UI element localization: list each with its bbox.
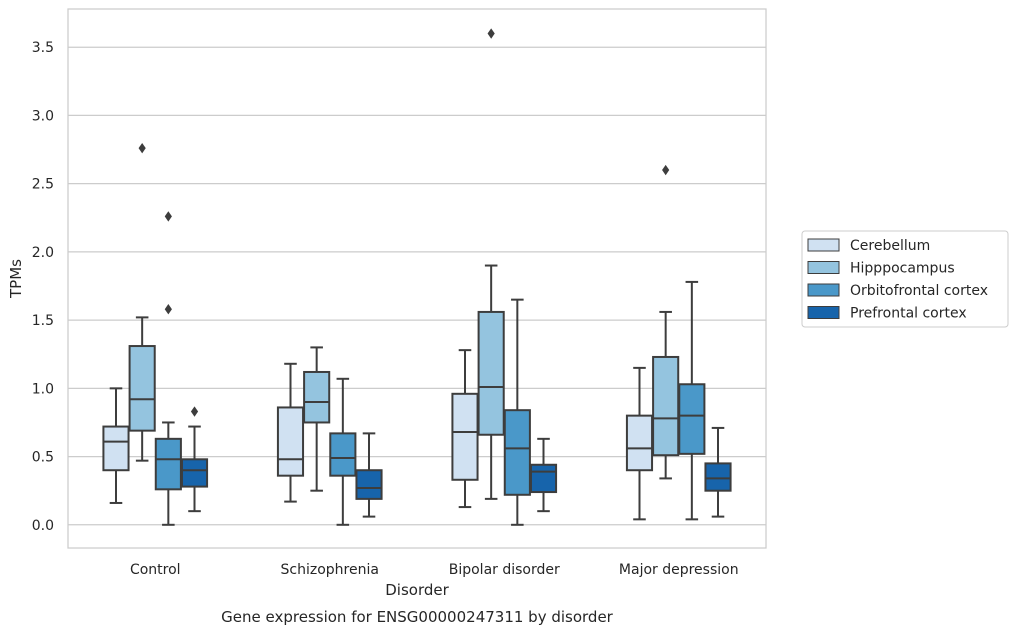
legend-item: Hipppocampus: [807, 261, 955, 277]
x-tick-label: Schizophrenia: [281, 562, 379, 578]
legend-swatch: [807, 238, 840, 252]
y-tick-label: 1.5: [32, 313, 54, 329]
box-body: [180, 458, 209, 488]
box-body: [451, 392, 479, 481]
box: [477, 28, 505, 500]
series-orbitofrontal-cortex: [154, 211, 706, 526]
box-body: [154, 437, 182, 491]
box: [451, 349, 479, 509]
y-tick-label: 2.0: [32, 245, 54, 261]
legend-items: Cerebellum Hipppocampus Orbitofrontal cort…: [807, 238, 988, 322]
box: [652, 164, 680, 480]
chart-caption: Gene expression for ENSG00000247311 by d…: [221, 608, 614, 626]
box: [128, 142, 156, 462]
box: [276, 362, 305, 503]
outlier-point: [487, 28, 495, 39]
x-tick-label: Major depression: [619, 562, 739, 578]
box: [704, 426, 732, 518]
outlier-point: [138, 142, 146, 154]
box: [355, 432, 383, 518]
box-body: [503, 409, 531, 496]
outlier-point: [164, 304, 172, 315]
outlier-point: [662, 164, 670, 176]
legend-label: Orbitofrontal cortex: [850, 283, 988, 299]
box: [303, 346, 331, 492]
box: [503, 298, 531, 526]
y-tick-label: 3.0: [32, 108, 54, 124]
legend-swatch: [807, 261, 840, 274]
box-series: [102, 28, 732, 526]
x-axis-label: Disorder: [385, 581, 449, 599]
box-body: [355, 469, 383, 500]
outlier-point: [190, 406, 199, 417]
legend-item: Orbitofrontal cortex: [807, 283, 988, 299]
box: [529, 437, 558, 513]
x-tick-label: Bipolar disorder: [449, 562, 560, 578]
y-tick-labels: 0.0 0.5 1.0 1.5 2.0 2.5 3.0 3.5: [32, 40, 54, 534]
box-body: [128, 345, 156, 432]
box: [154, 211, 182, 526]
series-hipppocampus: [128, 28, 680, 500]
box: [329, 377, 357, 526]
box-body: [303, 370, 331, 424]
box: [625, 366, 654, 521]
legend-item: Cerebellum: [807, 238, 930, 254]
y-tick-label: 1.0: [32, 381, 54, 397]
box-body: [625, 414, 654, 472]
box-body: [652, 355, 680, 457]
y-tick-label: 2.5: [32, 177, 54, 193]
y-axis-label: TPMs: [7, 259, 25, 299]
box: [180, 406, 209, 513]
series-cerebellum: [102, 349, 654, 521]
box: [678, 280, 706, 521]
box-body: [276, 406, 305, 477]
box-body: [102, 425, 130, 472]
outlier-point: [164, 211, 172, 222]
y-tick-label: 0.5: [32, 450, 54, 466]
legend: Cerebellum Hipppocampus Orbitofrontal cort…: [801, 230, 1009, 328]
y-tick-label: 0.0: [32, 518, 54, 534]
box-body: [329, 432, 357, 477]
box-body: [704, 462, 732, 492]
legend-frame: [801, 230, 1009, 328]
legend-swatch: [807, 306, 840, 319]
legend-swatch: [807, 283, 840, 297]
legend-item: Prefrontal cortex: [807, 306, 967, 322]
legend-label: Hipppocampus: [850, 261, 955, 277]
series-prefrontal-cortex: [180, 406, 732, 518]
x-tick-label: Control: [130, 562, 181, 578]
y-gridlines: [68, 46, 766, 526]
box-body: [678, 383, 706, 455]
y-tick-label: 3.5: [32, 40, 54, 56]
x-tick-labels: Control Schizophrenia Bipolar disorder Majo…: [130, 562, 739, 578]
plot-frame: [67, 8, 767, 549]
box-body: [477, 310, 505, 436]
legend-label: Cerebellum: [850, 238, 930, 254]
legend-label: Prefrontal cortex: [850, 306, 967, 322]
box: [102, 387, 130, 504]
box-body: [529, 463, 558, 494]
